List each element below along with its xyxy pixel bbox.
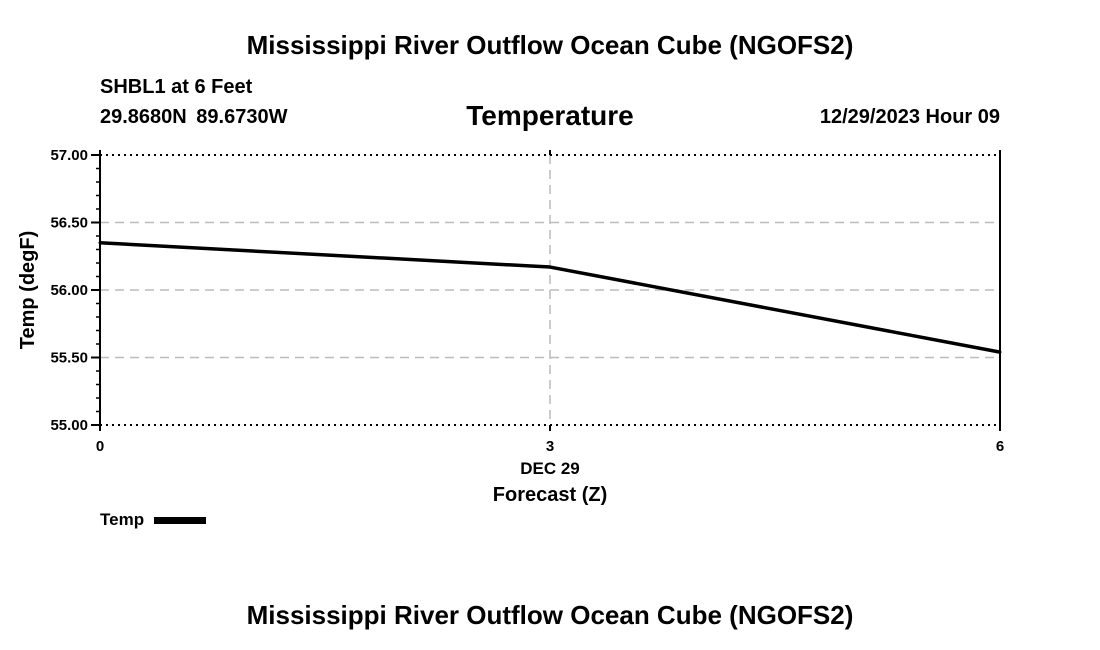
y-tick-label-3: 56.50 — [50, 215, 88, 232]
x-tick-label-0: 0 — [96, 438, 104, 455]
x-tick-label-2: 6 — [996, 438, 1004, 455]
station-coordinates: 29.8680N 89.6730W — [100, 106, 288, 128]
footer-title: Mississippi River Outflow Ocean Cube (NG… — [246, 600, 854, 630]
y-tick-label-0: 55.00 — [50, 417, 88, 434]
y-axis-title: Temp (degF) — [17, 231, 39, 350]
legend: Temp — [100, 510, 207, 530]
data-point — [998, 350, 1002, 354]
main-title: Mississippi River Outflow Ocean Cube (NG… — [246, 30, 854, 60]
data-point — [548, 265, 552, 269]
y-tick-label-4: 57.00 — [50, 147, 88, 164]
legend-swatch — [154, 516, 207, 524]
chart-title: Temperature — [466, 100, 634, 131]
x-axis-title: Forecast (Z) — [493, 484, 607, 506]
forecast-datetime: 12/29/2023 Hour 09 — [819, 106, 1000, 128]
data-point — [98, 241, 102, 245]
y-tick-label-1: 55.50 — [50, 350, 88, 367]
station-label: SHBL1 at 6 Feet — [100, 76, 253, 98]
x-tick-label-1: 3 — [546, 438, 554, 455]
x-date-label: DEC 29 — [520, 459, 580, 478]
y-tick-label-2: 56.00 — [50, 282, 88, 299]
legend-label: Temp — [100, 510, 145, 529]
